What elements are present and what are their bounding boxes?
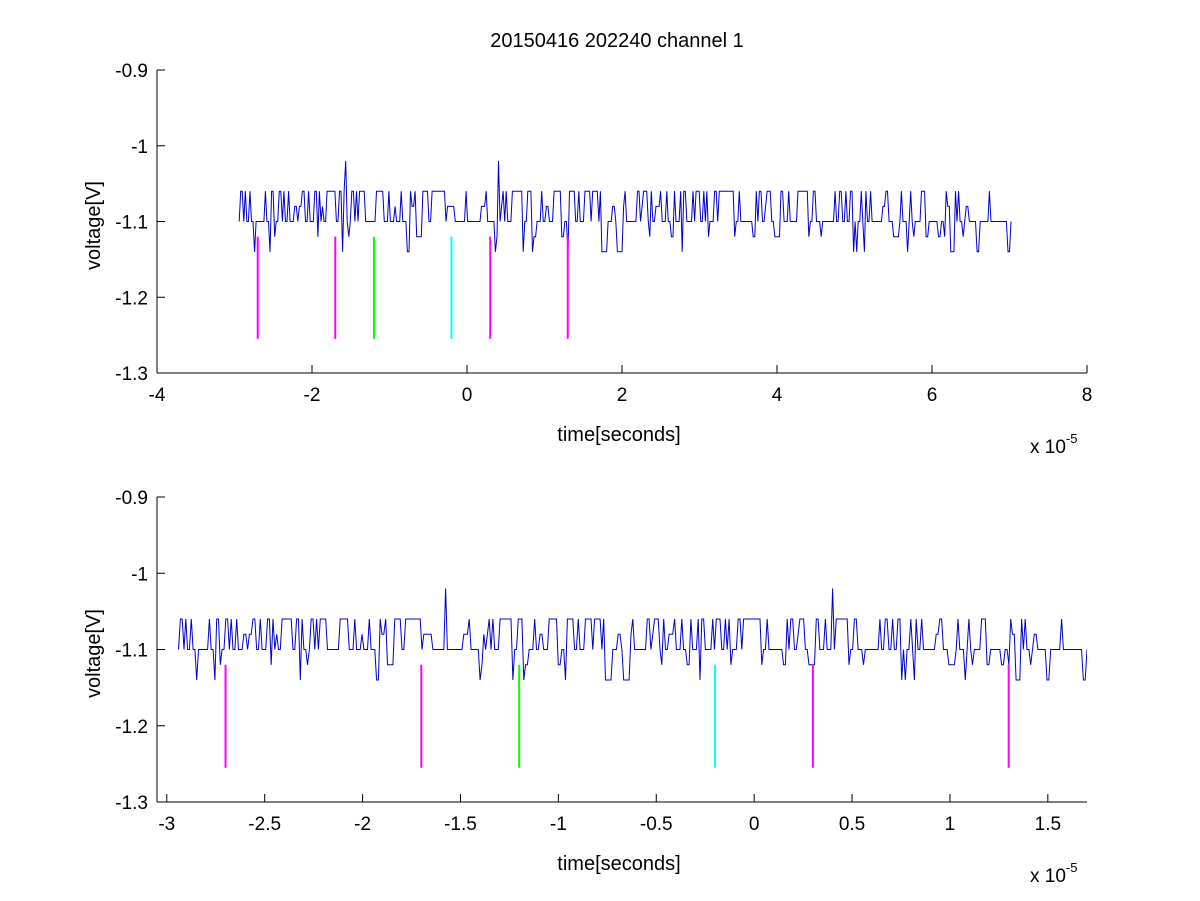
chart-1-y-tick-label: -1.3 [115, 793, 148, 814]
chart-1-x-tick-label: -1.5 [444, 814, 477, 835]
chart-0-x-tick-label: 8 [1082, 385, 1093, 406]
chart-0-y-axis-label: voltage[V] [83, 181, 105, 270]
chart-0-x-tick-label: -4 [149, 385, 166, 406]
chart-1-x-exponent-power: -5 [1066, 860, 1078, 875]
chart-1-signal-line [178, 588, 1087, 681]
chart-1-y-tick-label: -1.2 [115, 717, 148, 738]
chart-0-y-tick-label: -1 [131, 137, 148, 158]
chart-0-x-axis-label: time[seconds] [557, 424, 680, 446]
chart-1-x-tick-label: 0 [749, 814, 760, 835]
chart-0-x-tick-label: 4 [772, 385, 783, 406]
chart-0-x-tick-label: 0 [462, 385, 473, 406]
chart-1-x-tick-label: -1 [550, 814, 567, 835]
chart-1-x-axis-label: time[seconds] [557, 853, 680, 875]
chart-1-x-tick-label: -2 [354, 814, 371, 835]
figure-title: 20150416 202240 channel 1 [490, 30, 744, 52]
chart-0-x-tick-label: -2 [304, 385, 321, 406]
chart-0-x-exponent-power: -5 [1066, 431, 1078, 446]
chart-1-x-exponent-label: x 10-5 [1030, 860, 1077, 887]
top-axes: -1.3 -1.2 -1.1 -1 -0.9 -4 -2 0 2 4 6 8 time[seconds]… [83, 61, 1092, 458]
chart-0-y-tick-label: -0.9 [115, 61, 148, 82]
chart-1-x-tick-label: -0.5 [640, 814, 673, 835]
chart-1-x-tick-label: 0.5 [839, 814, 865, 835]
bottom-axes: -1.3 -1.2 -1.1 -1 -0.9 -3 -2.5 -2 -1.5 -1 -0.5 0 0.5… [83, 488, 1087, 887]
chart-1-y-tick-label: -1.1 [115, 641, 148, 662]
chart-0-x-tick-label: 2 [617, 385, 628, 406]
chart-0-y-tick-label: -1.3 [115, 364, 148, 385]
chart-0-y-tick-label: -1.1 [115, 213, 148, 234]
chart-1-y-tick-label: -1 [131, 564, 148, 585]
chart-0-x-tick-label: 6 [927, 385, 938, 406]
chart-1-y-axis-label: voltage[V] [83, 609, 105, 698]
chart-0-x-exponent-base: x 10 [1030, 437, 1066, 458]
chart-1-x-tick-label: 1 [945, 814, 956, 835]
chart-0-y-tick-label: -1.2 [115, 288, 148, 309]
chart-0-x-exponent-label: x 10-5 [1030, 431, 1077, 458]
chart-1-x-tick-label: -3 [158, 814, 175, 835]
chart-1-x-exponent-base: x 10 [1030, 866, 1066, 887]
chart-1-y-tick-label: -0.9 [115, 488, 148, 509]
chart-1-x-tick-label: 1.5 [1035, 814, 1061, 835]
chart-0-signal-line [238, 160, 1012, 253]
chart-1-x-tick-label: -2.5 [248, 814, 281, 835]
